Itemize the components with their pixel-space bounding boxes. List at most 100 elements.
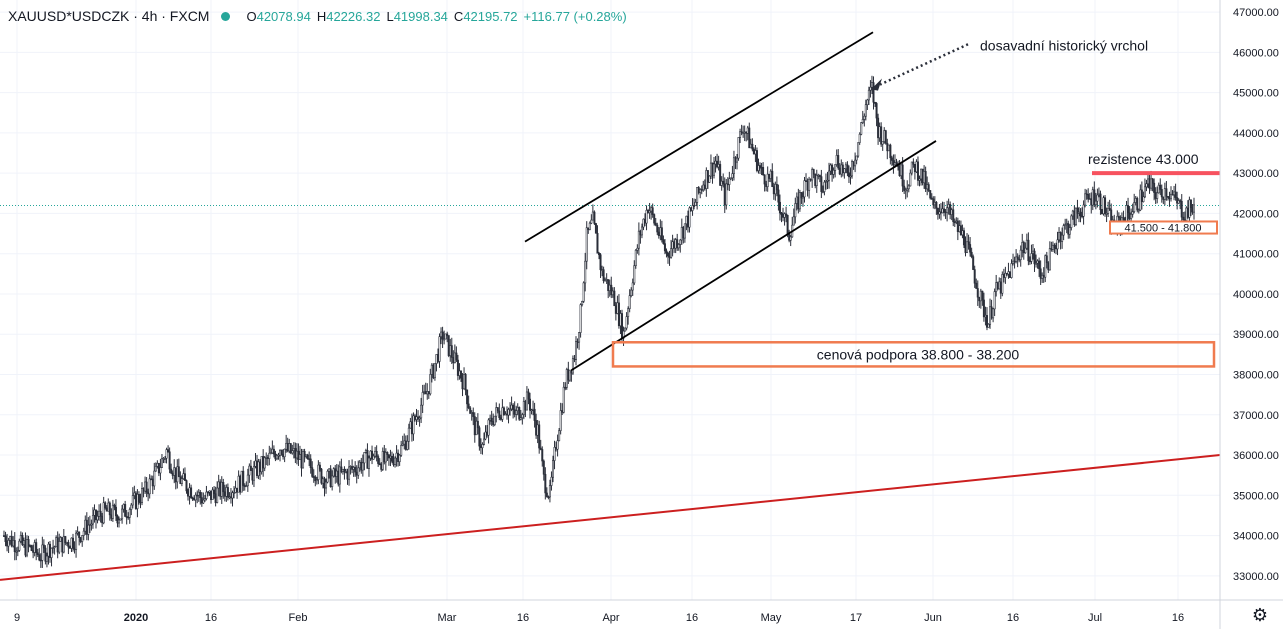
candle-body xyxy=(248,465,251,476)
y-tick-label: 35000.00 xyxy=(1233,490,1279,502)
candle-body xyxy=(187,490,190,497)
candle-body xyxy=(114,506,117,517)
candle-body xyxy=(1028,260,1031,263)
candle-body xyxy=(617,302,620,327)
candle-body xyxy=(648,210,651,213)
candle-body xyxy=(88,524,91,526)
candle-body xyxy=(878,126,881,139)
candle-body xyxy=(660,227,663,241)
candle-body xyxy=(364,450,367,453)
candle-body xyxy=(378,463,381,465)
candle-body xyxy=(981,290,984,301)
candle-body xyxy=(686,215,689,228)
candle-body xyxy=(587,227,590,230)
candle-body xyxy=(325,481,328,489)
long-term-trendline[interactable] xyxy=(0,454,1221,581)
candle-body xyxy=(443,338,446,341)
candle-body xyxy=(148,478,151,495)
candle-body xyxy=(559,410,562,431)
candle-body xyxy=(861,119,864,123)
candle-body xyxy=(13,540,16,552)
candle-body xyxy=(501,407,504,420)
candle-body xyxy=(52,547,55,549)
candle-body xyxy=(502,407,505,415)
channel-upper-line[interactable] xyxy=(524,31,874,243)
candle-body xyxy=(982,299,985,318)
candle-body xyxy=(338,466,341,485)
candle-body xyxy=(361,462,364,471)
resistance-label[interactable]: rezistence 43.000 xyxy=(1088,151,1199,167)
peak-arrow[interactable] xyxy=(879,43,969,86)
candle-body xyxy=(955,220,958,223)
candle-body xyxy=(134,492,137,509)
open-value: 42078.94 xyxy=(256,8,311,24)
candle-body xyxy=(131,495,134,506)
candle-body xyxy=(401,443,404,446)
candle-body xyxy=(65,542,68,544)
candle-body xyxy=(312,476,315,478)
candle-body xyxy=(1193,204,1196,213)
candle-body xyxy=(714,160,717,165)
candle-body xyxy=(305,454,308,457)
candle-body xyxy=(358,461,361,469)
candle-body xyxy=(673,241,676,249)
candle-body xyxy=(883,130,886,142)
candle-body xyxy=(383,451,386,463)
candle-body xyxy=(145,481,148,493)
candle-body xyxy=(849,175,852,178)
candle-body xyxy=(355,471,358,476)
candle-body xyxy=(142,488,145,492)
candle-body xyxy=(748,127,751,149)
candle-body xyxy=(591,211,594,221)
candle-body xyxy=(759,165,762,168)
candle-body xyxy=(335,470,338,477)
candle-body xyxy=(38,554,41,561)
support-zone-label[interactable]: cenová podpora 38.800 - 38.200 xyxy=(817,346,1020,362)
candle-body xyxy=(762,167,765,176)
candle-body xyxy=(722,180,725,185)
candle-body xyxy=(653,214,656,224)
candle-body xyxy=(348,466,351,480)
candle-body xyxy=(266,457,269,459)
candle-body xyxy=(561,410,564,413)
candle-body xyxy=(233,492,236,494)
legend-ohlc: XAUUSD*USDCZK · 4h · FXCM O42078.94 H422… xyxy=(8,6,627,26)
candle-body xyxy=(737,137,740,159)
peak-note[interactable]: dosavadní historický vrchol xyxy=(980,37,1148,53)
candle-body xyxy=(989,306,992,325)
candle-body xyxy=(578,332,581,343)
candle-body xyxy=(544,473,547,494)
symbol-label[interactable]: XAUUSD*USDCZK · 4h · FXCM xyxy=(8,8,210,24)
candle-body xyxy=(479,445,482,449)
small-zone-box[interactable] xyxy=(1109,220,1218,235)
candle-body xyxy=(555,447,558,450)
candle-body xyxy=(53,546,56,549)
candle-body xyxy=(665,250,668,254)
candle-body xyxy=(736,157,739,163)
candle-body xyxy=(521,414,524,419)
gear-icon[interactable]: ⚙ xyxy=(1251,605,1269,625)
candle-body xyxy=(96,516,99,521)
candle-body xyxy=(998,281,1001,290)
candle-body xyxy=(366,450,369,469)
candle-body xyxy=(260,456,263,473)
channel-lower-line[interactable] xyxy=(570,140,937,372)
candle-body xyxy=(1036,260,1039,264)
candle-body xyxy=(183,473,186,481)
candle-body xyxy=(424,391,427,395)
candle-body xyxy=(1039,268,1042,279)
candle-body xyxy=(644,218,647,224)
support-zone-box[interactable] xyxy=(611,341,1216,368)
candle-body xyxy=(374,450,377,457)
y-tick-label: 39000.00 xyxy=(1233,329,1279,341)
candle-body xyxy=(371,450,374,460)
small-zone-label[interactable]: 41.500 - 41.800 xyxy=(1124,223,1201,235)
candle-body xyxy=(463,374,466,390)
candle-body xyxy=(699,189,702,193)
candle-body xyxy=(1013,260,1016,263)
candle-body xyxy=(962,230,965,246)
candle-body xyxy=(219,481,222,497)
candle-body xyxy=(223,491,226,497)
candle-body xyxy=(838,167,841,175)
